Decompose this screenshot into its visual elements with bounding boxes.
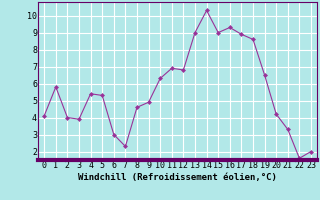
X-axis label: Windchill (Refroidissement éolien,°C): Windchill (Refroidissement éolien,°C) bbox=[78, 173, 277, 182]
